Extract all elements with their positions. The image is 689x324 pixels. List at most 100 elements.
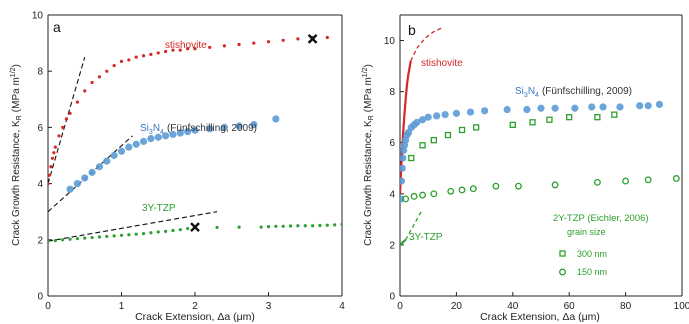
plot-area-a <box>47 14 343 297</box>
data-point-3y-tzp <box>259 225 263 229</box>
data-point-si3n4 <box>433 112 441 120</box>
legend-title: 2Y-TZP (Eichler, 2006) <box>553 213 649 224</box>
data-point-150-nm <box>514 182 522 190</box>
y-tick-label: 10 <box>32 11 44 22</box>
data-point-300-nm <box>594 114 601 121</box>
x-axis-title-a: Crack Extension, Δa (μm) <box>135 311 255 323</box>
data-point-stishovite <box>296 37 300 41</box>
data-point-3y-tzp <box>274 224 278 228</box>
data-point-si3n4 <box>132 140 140 148</box>
legend-marker-150nm <box>559 268 566 276</box>
data-point-si3n4 <box>176 129 184 137</box>
data-point-150-nm <box>644 176 652 184</box>
data-point-3y-tzp <box>164 229 168 233</box>
data-point-3y-tzp <box>48 239 50 243</box>
data-point-3y-tzp <box>325 223 329 227</box>
y-tick-label: 2 <box>389 240 395 251</box>
failure-x-marker <box>307 34 318 44</box>
data-point-3y-tzp <box>186 226 190 231</box>
y-axis-title-b: Crack Growth Resistance, KR(MPa m1/2) <box>362 64 375 246</box>
x-axis-title-b: Crack Extension, Δa (μm) <box>480 311 600 323</box>
data-point-si3n4 <box>191 126 199 134</box>
data-point-si3n4 <box>466 108 475 116</box>
data-point-stishovite <box>266 40 271 44</box>
data-point-si3n4 <box>66 185 74 193</box>
data-point-300-nm <box>458 126 466 134</box>
data-point-3y-tzp <box>266 224 271 229</box>
guide-lines-a <box>48 56 218 242</box>
data-point-3y-tzp <box>119 233 124 237</box>
y-tick-label: 10 <box>384 36 396 47</box>
data-point-si3n4 <box>452 109 460 117</box>
data-point-si3n4 <box>400 154 407 162</box>
data-point-si3n4 <box>162 132 170 140</box>
data-point-stishovite <box>186 47 190 51</box>
series-label-stishovite-b: stishovite <box>421 58 463 69</box>
chart-panel-b: 0 20 40 60 80 100 0 2 4 6 8 10 b stishovite Si3N4 (F… <box>362 14 689 323</box>
y-tick-label: 6 <box>389 138 395 149</box>
data-point-150-nm <box>469 185 477 193</box>
x-tick-label: 1 <box>119 301 125 312</box>
data-point-si3n4 <box>503 105 511 114</box>
chart-panel-a: 0 1 2 3 4 0 2 4 6 8 10 a stishovite Si3N4 (Fünfschi… <box>10 11 345 324</box>
data-point-si3n4 <box>599 103 607 111</box>
x-tick-label: 3 <box>266 301 272 312</box>
data-point-stishovite <box>237 42 241 47</box>
data-point-stishovite <box>64 117 68 121</box>
data-point-si3n4 <box>206 125 214 133</box>
data-point-si3n4 <box>184 128 192 136</box>
y-tick-label: 4 <box>389 189 395 200</box>
data-point-stishovite <box>141 54 146 58</box>
y-tick-label: 8 <box>389 87 395 98</box>
data-point-stishovite <box>52 151 56 155</box>
y-tick-label: 0 <box>389 292 395 303</box>
data-point-3y-tzp <box>237 225 241 229</box>
data-point-stishovite <box>83 89 87 93</box>
data-point-3y-tzp <box>178 228 182 232</box>
data-point-stishovite <box>156 51 160 55</box>
data-point-stishovite <box>49 165 53 169</box>
data-point-3y-tzp <box>340 222 342 226</box>
data-point-3y-tzp <box>97 235 102 239</box>
data-point-150-nm <box>672 175 680 182</box>
data-point-si3n4 <box>655 100 664 109</box>
data-point-3y-tzp <box>75 237 79 241</box>
data-point-300-nm <box>509 121 516 128</box>
data-point-300-nm <box>444 131 452 139</box>
x-tick-label: 60 <box>564 301 576 312</box>
data-point-si3n4 <box>636 102 644 110</box>
x-tick-label: 4 <box>339 301 345 312</box>
data-point-150-nm <box>410 192 418 200</box>
data-point-3y-tzp <box>83 236 87 240</box>
data-point-si3n4 <box>441 111 449 119</box>
data-point-stishovite <box>112 63 116 68</box>
y-tick-label: 4 <box>37 179 43 190</box>
data-point-si3n4 <box>154 133 162 141</box>
data-point-300-nm <box>529 119 536 126</box>
data-point-stishovite <box>119 59 124 63</box>
data-point-si3n4 <box>235 122 243 130</box>
series-extrapolation-3y-tzp <box>405 208 424 241</box>
data-point-150-nm <box>458 186 466 194</box>
data-point-stishovite <box>281 38 285 42</box>
data-point-si3n4 <box>400 164 406 172</box>
data-point-stishovite <box>48 182 50 186</box>
data-point-stishovite <box>164 49 168 54</box>
data-point-stishovite <box>127 58 131 62</box>
data-point-si3n4 <box>125 143 133 151</box>
data-point-150-nm <box>447 187 455 195</box>
x-tick-label: 0 <box>45 301 51 312</box>
data-point-150-nm <box>622 177 630 185</box>
data-point-stishovite <box>193 47 197 51</box>
data-point-3y-tzp <box>90 235 94 240</box>
data-point-si3n4 <box>523 105 531 114</box>
x-tick-label: 100 <box>674 301 689 312</box>
data-point-si3n4 <box>103 157 111 165</box>
ticks-b: 0 20 40 60 80 100 0 2 4 6 8 10 <box>384 36 689 312</box>
data-point-stishovite <box>68 111 72 115</box>
series-label-3ytzp-b: 3Y-TZP <box>409 232 443 243</box>
data-point-300-nm <box>430 137 437 144</box>
data-point-si3n4 <box>250 120 258 129</box>
x-tick-label: 80 <box>620 301 632 312</box>
data-point-150-nm <box>551 181 559 189</box>
